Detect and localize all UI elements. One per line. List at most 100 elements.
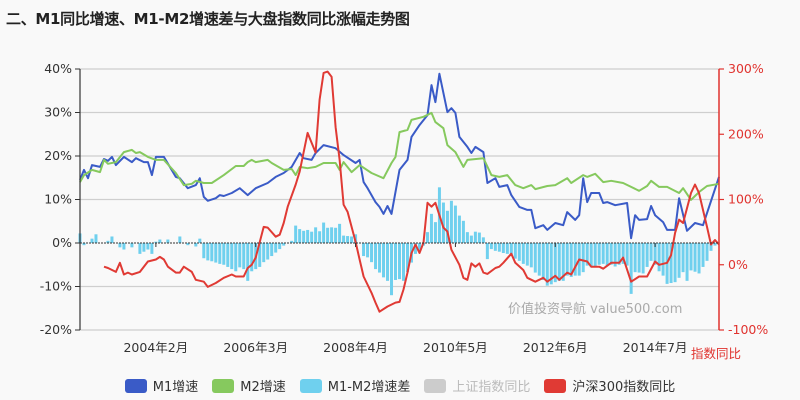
legend: M1增速 M2增速 M1-M2增速差 上证指数同比 沪深300指数同比 (0, 376, 800, 395)
legend-swatch (299, 378, 322, 393)
diff-bar (489, 243, 493, 250)
diff-bar (597, 243, 601, 265)
diff-bar (206, 243, 210, 261)
diff-bar (481, 237, 485, 243)
diff-bar (386, 243, 390, 281)
diff-bar (94, 234, 98, 243)
diff-bar (593, 243, 597, 267)
diff-bar (477, 232, 481, 243)
diff-bar (641, 243, 645, 274)
diff-bar (82, 243, 86, 246)
diff-bar (282, 243, 286, 246)
diff-bar (629, 243, 633, 294)
diff-bar (453, 205, 457, 243)
diff-bar (122, 243, 126, 250)
diff-bar (214, 243, 218, 263)
diff-bar (645, 243, 649, 267)
diff-bar (378, 243, 382, 273)
diff-bar (186, 243, 190, 246)
legend-item-m2[interactable]: M2增速 (212, 376, 286, 395)
left-axis-tick-label: 40% (44, 61, 72, 76)
diff-bar (509, 243, 513, 256)
diff-bar (521, 243, 525, 264)
left-axis-tick-label: 20% (44, 148, 72, 163)
diff-bar (669, 243, 673, 284)
diff-bar (230, 243, 234, 270)
legend-label: 上证指数同比 (452, 380, 531, 395)
diff-bar (202, 243, 206, 259)
diff-bar (266, 243, 270, 260)
diff-bar (370, 243, 374, 263)
diff-bar (537, 243, 541, 276)
left-axis-tick-label: 10% (44, 192, 72, 207)
diff-bar (298, 229, 302, 243)
legend-swatch (212, 378, 235, 393)
diff-bar (457, 215, 461, 243)
x-axis-tick-label: 2010年5月 (423, 340, 488, 355)
diff-bar (653, 243, 657, 265)
diff-bar (194, 243, 198, 247)
diff-bar (302, 230, 306, 243)
diff-bar (413, 243, 417, 254)
diff-bar (601, 243, 605, 264)
diff-bar (274, 243, 278, 253)
diff-bar (553, 243, 557, 283)
legend-swatch (124, 378, 147, 393)
legend-item-csi300[interactable]: 沪深300指数同比 (544, 376, 675, 395)
diff-bar (569, 243, 573, 277)
legend-swatch (424, 378, 447, 393)
diff-bar (461, 220, 465, 243)
diff-bar (401, 243, 405, 281)
axes: -20% -10% 0% 10% 20% 30% 40% -100% 0% 100% 200% 300… (40, 61, 769, 361)
right-axis-label: 指数同比 (691, 346, 741, 361)
diff-bar (178, 236, 182, 243)
diff-bar (314, 227, 318, 243)
diff-bar (661, 243, 665, 276)
diff-bar (589, 243, 593, 268)
diff-bar (166, 239, 170, 243)
diff-bar (290, 240, 294, 243)
series-lines (79, 70, 720, 313)
right-axis-tick-label: 200% (728, 126, 764, 141)
diff-bar (250, 243, 254, 272)
diff-bar (541, 243, 545, 280)
diff-bar (310, 231, 314, 243)
csi300-line (103, 70, 720, 313)
right-axis-tick-label: 300% (728, 61, 764, 76)
diff-bar (306, 229, 310, 243)
diff-bar (693, 243, 697, 272)
right-axis-tick-label: 100% (728, 192, 764, 207)
diff-bar (533, 243, 537, 273)
diff-bar (605, 243, 609, 266)
legend-item-m1-m2-diff[interactable]: M1-M2增速差 (299, 376, 410, 395)
diff-bar (246, 243, 250, 281)
diff-bar (362, 243, 366, 257)
diff-bar (158, 239, 162, 243)
diff-bar (485, 243, 489, 260)
diff-bar (441, 202, 445, 243)
diff-bar (366, 243, 370, 258)
legend-item-m1[interactable]: M1增速 (124, 376, 198, 395)
diff-bar (565, 243, 569, 276)
diff-bar (222, 243, 226, 265)
diff-bar (106, 240, 110, 243)
diff-bar (685, 243, 689, 281)
diff-bar (318, 231, 322, 243)
legend-label: M2增速 (240, 380, 286, 395)
diff-bar (146, 243, 150, 250)
diff-bar (429, 213, 433, 243)
diff-bar (689, 243, 693, 271)
diff-bar (581, 243, 585, 273)
diff-bar (334, 227, 338, 243)
legend-item-shanghai-index[interactable]: 上证指数同比 (424, 376, 530, 395)
diff-bar (350, 236, 354, 243)
diff-bars (78, 187, 717, 296)
diff-bar (621, 243, 625, 264)
x-axis-tick-label: 2006年3月 (223, 340, 288, 355)
diff-bar (633, 243, 637, 273)
diff-bar (493, 243, 497, 251)
diff-bar (649, 243, 653, 261)
diff-bar (549, 243, 553, 285)
diff-bar (130, 243, 134, 248)
